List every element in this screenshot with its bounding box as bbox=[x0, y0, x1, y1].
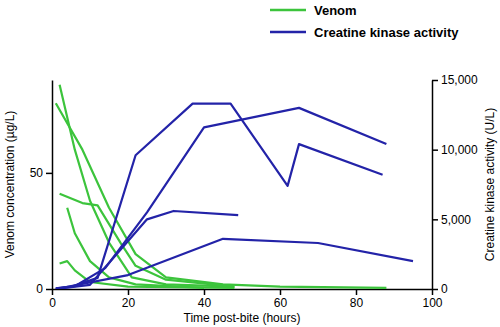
series-line bbox=[56, 108, 387, 288]
tick-mark bbox=[46, 173, 52, 175]
tick-mark bbox=[432, 289, 438, 291]
y-axis-title: Venom concentration (µg/L) bbox=[3, 111, 17, 259]
series-line bbox=[56, 211, 238, 289]
tick: 10,000 bbox=[432, 143, 478, 157]
series-line bbox=[60, 194, 235, 287]
tick-label: 5,000 bbox=[441, 213, 471, 227]
x-axis-title: Time post-bite (hours) bbox=[184, 311, 301, 325]
tick-label: 0 bbox=[49, 296, 56, 310]
tick: 40 bbox=[198, 289, 212, 310]
legend-swatch bbox=[270, 9, 306, 12]
tick-mark bbox=[432, 80, 438, 82]
y-axis: 0 50 bbox=[30, 81, 53, 297]
tick-label: 0 bbox=[36, 282, 43, 296]
tick: 20 bbox=[122, 289, 136, 310]
series-line bbox=[56, 239, 413, 289]
tick: 0 bbox=[49, 289, 56, 310]
y2-axis-title: Creatine kinase activity (U/L) bbox=[483, 108, 497, 261]
legend-label: Creatine kinase activity bbox=[314, 25, 459, 40]
tick-label: 10,000 bbox=[441, 143, 478, 157]
y2-axis: 0 5,000 10,000 15,000 bbox=[432, 73, 478, 296]
tick: 0 bbox=[432, 282, 448, 296]
legend-label: Venom bbox=[314, 3, 357, 18]
tick-label: 60 bbox=[274, 296, 288, 310]
lines bbox=[56, 85, 413, 289]
tick-mark bbox=[356, 289, 358, 295]
tick: 60 bbox=[274, 289, 288, 310]
tick: 50 bbox=[30, 166, 52, 180]
tick-label: 15,000 bbox=[441, 73, 478, 87]
tick: 0 bbox=[36, 282, 52, 296]
tick: 15,000 bbox=[432, 73, 478, 87]
tick-mark bbox=[432, 149, 438, 151]
tick: 5,000 bbox=[432, 213, 471, 227]
series-line bbox=[67, 208, 204, 288]
chart: 02040608010005005,00010,00015,000Time po… bbox=[0, 0, 500, 327]
tick-label: 20 bbox=[122, 296, 136, 310]
tick-mark bbox=[204, 289, 206, 295]
tick: 80 bbox=[350, 289, 364, 310]
y2-axis-line bbox=[432, 81, 434, 290]
y-axis-line bbox=[52, 81, 54, 290]
series-line bbox=[60, 85, 235, 287]
tick-label: 80 bbox=[350, 296, 364, 310]
tick-label: 0 bbox=[441, 282, 448, 296]
x-axis-line bbox=[53, 289, 433, 291]
tick-mark bbox=[46, 289, 52, 291]
plot: 02040608010005005,00010,00015,000 bbox=[30, 73, 478, 309]
tick-mark bbox=[128, 289, 130, 295]
tick-label: 100 bbox=[422, 296, 442, 310]
tick-label: 50 bbox=[30, 166, 44, 180]
tick-label: 40 bbox=[198, 296, 212, 310]
tick-mark bbox=[280, 289, 282, 295]
legend: Venom Creatine kinase activity bbox=[270, 3, 459, 40]
series-line bbox=[56, 104, 383, 289]
tick-mark bbox=[432, 219, 438, 221]
legend-swatch bbox=[270, 31, 306, 34]
tick: 100 bbox=[422, 289, 442, 310]
series-line bbox=[56, 103, 387, 288]
x-axis: 0 20 40 60 80 100 bbox=[49, 289, 443, 310]
